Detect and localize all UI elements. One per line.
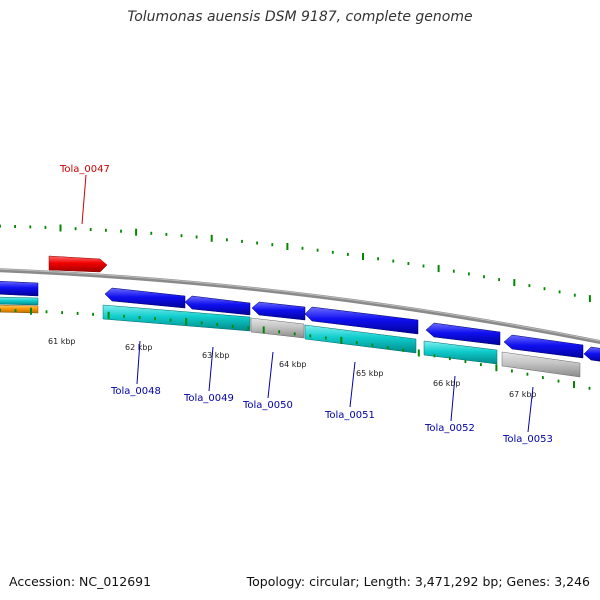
cds-arrow-0051[interactable] [304, 306, 419, 335]
gene-feature-0052[interactable] [423, 340, 498, 365]
genome-summary-text: Topology: circular; Length: 3,471,292 bp… [246, 574, 590, 589]
kbp-label-63: 63 kbp [202, 351, 230, 360]
kbp-label-61: 61 kbp [48, 337, 76, 346]
gene-feature-0050[interactable] [250, 317, 305, 339]
leader-line-tola-0051 [349, 361, 356, 408]
gene-label-tola-0051[interactable]: Tola_0051 [324, 410, 375, 421]
gene-label-tola-0048[interactable]: Tola_0048 [110, 386, 161, 397]
map-title: Tolumonas auensis DSM 9187, complete gen… [127, 9, 473, 25]
gene-feature-left-orange[interactable] [0, 304, 39, 314]
cds-arrow-0048[interactable] [104, 287, 186, 309]
gene-feature-0048[interactable] [102, 304, 251, 332]
accession-text: Accession: NC_012691 [9, 574, 152, 589]
kbp-label-65: 65 kbp [356, 369, 384, 378]
gene-label-tola-0050[interactable]: Tola_0050 [242, 400, 293, 411]
leader-line-tola-0052 [450, 375, 456, 422]
cds-arrow-0053[interactable] [503, 334, 584, 359]
leader-line-tola-0047 [81, 174, 87, 225]
leader-line-tola-0050 [267, 351, 274, 399]
lower-tick-track [0, 307, 591, 390]
cds-arrow-0052[interactable] [425, 322, 501, 346]
cds-arrow-0050[interactable] [251, 301, 306, 321]
gene-label-tola-0047[interactable]: Tola_0047 [59, 164, 110, 175]
gene-feature-track [0, 296, 581, 378]
cds-arrow-right-edge[interactable] [583, 346, 600, 362]
cds-arrow-0049[interactable] [184, 295, 251, 316]
genome-backbone-highlight [0, 268, 600, 342]
upper-tick-track [0, 224, 591, 303]
gene-tola-0047-arrow[interactable] [48, 255, 108, 273]
leader-line-tola-0053 [527, 386, 534, 433]
reverse-cds-track [0, 280, 600, 362]
cds-arrow-left-edge[interactable] [0, 280, 39, 297]
kbp-label-64: 64 kbp [279, 360, 307, 369]
leader-line-tola-0048 [136, 340, 141, 385]
gene-feature-0053[interactable] [501, 351, 581, 378]
gene-label-tola-0052[interactable]: Tola_0052 [424, 423, 475, 434]
leader-line-tola-0049 [208, 346, 214, 392]
genome-backbone [0, 268, 600, 345]
gene-feature-left-cyan[interactable] [0, 296, 39, 306]
gene-label-tola-0053[interactable]: Tola_0053 [502, 434, 553, 445]
kbp-label-62: 62 kbp [125, 343, 153, 352]
kbp-label-67: 67 kbp [509, 390, 537, 399]
gene-label-tola-0049[interactable]: Tola_0049 [183, 393, 234, 404]
gene-feature-0051[interactable] [304, 324, 417, 354]
kbp-label-66: 66 kbp [433, 379, 461, 388]
